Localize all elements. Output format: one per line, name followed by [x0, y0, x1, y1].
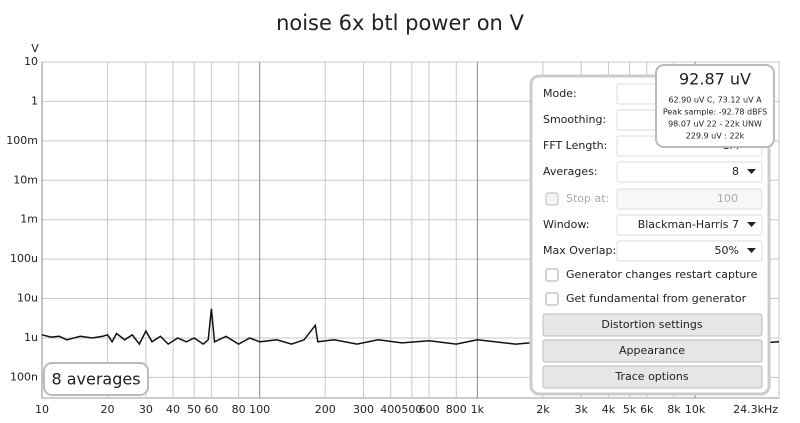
field-label: Stop at:: [566, 192, 609, 205]
checkbox-label: Generator changes restart capture: [566, 268, 758, 281]
x-tick-label: 800: [446, 403, 467, 416]
dropdown-arrow: [747, 169, 756, 174]
x-tick-label: 6k: [640, 403, 654, 416]
readout-line: 98.07 uV 22 - 22k UNW: [668, 120, 762, 129]
x-tick-label: 8k: [667, 403, 681, 416]
field-label: Max Overlap:: [543, 244, 616, 257]
x-tick-label: 300: [353, 403, 374, 416]
annotation: 8 averages: [51, 370, 140, 389]
y-tick-label: 10u: [17, 292, 38, 305]
dropdown-arrow: [747, 222, 756, 227]
x-tick-label: 24.3kHz: [733, 403, 778, 416]
y-tick-label: 1: [31, 94, 38, 107]
button[interactable]: [542, 339, 763, 363]
dropdown[interactable]: [616, 188, 763, 210]
x-tick-label: 5k: [623, 403, 637, 416]
x-tick-label: 500: [401, 403, 422, 416]
y-tick-label: 100u: [10, 252, 38, 265]
button-label: Appearance: [619, 344, 685, 357]
readout-main: 92.87 uV: [679, 70, 751, 89]
field-value: 8: [732, 165, 739, 178]
field-label: Mode:: [543, 87, 577, 100]
field-label: Averages:: [543, 165, 598, 178]
chart-title: noise 6x btl power on V: [276, 11, 524, 35]
y-axis-label: V: [31, 42, 39, 55]
x-tick-label: 100: [249, 403, 270, 416]
button[interactable]: [542, 365, 763, 389]
readout-line: 62.90 uV C, 73.12 uV A: [668, 96, 762, 105]
x-tick-label: 40: [166, 403, 180, 416]
x-tick-label: 50: [187, 403, 201, 416]
checkbox[interactable]: [545, 292, 559, 306]
y-tick-label: 10m: [13, 173, 38, 186]
field-value: Blackman-Harris 7: [638, 218, 739, 231]
y-tick-label: 1u: [24, 331, 38, 344]
annotation-box: [43, 362, 149, 396]
dropdown[interactable]: [616, 240, 763, 262]
field-label: Smoothing:: [543, 113, 606, 126]
y-tick-label: 100m: [6, 134, 38, 147]
readout-box: [655, 64, 775, 148]
x-tick-label: 10k: [685, 403, 706, 416]
y-tick-label: 10: [24, 55, 38, 68]
x-tick-label: 80: [232, 403, 246, 416]
checkbox[interactable]: [545, 192, 559, 206]
x-tick-label: 4k: [602, 403, 616, 416]
button-label: Trace options: [614, 370, 688, 383]
dropdown[interactable]: [616, 161, 763, 183]
field-value: 50%: [715, 244, 739, 257]
x-tick-label: 20: [101, 403, 115, 416]
x-tick-label: 400: [380, 403, 401, 416]
dropdown[interactable]: [616, 214, 763, 236]
field-label: Window:: [543, 218, 589, 231]
y-tick-label: 100n: [10, 370, 38, 383]
x-tick-label: 200: [315, 403, 336, 416]
x-tick-label: 1k: [471, 403, 485, 416]
readout-line: 229.9 uV : 22k: [686, 132, 745, 141]
x-tick-label: 2k: [536, 403, 550, 416]
button-label: Distortion settings: [601, 318, 703, 331]
dropdown-arrow: [747, 248, 756, 253]
checkbox[interactable]: [545, 268, 559, 282]
readout-line: Peak sample: -92.78 dBFS: [663, 108, 767, 117]
x-tick-label: 60: [204, 403, 218, 416]
button[interactable]: [542, 313, 763, 337]
trace: [41, 308, 780, 346]
x-tick-label: 3k: [575, 403, 589, 416]
field-value: 100: [717, 192, 738, 205]
x-tick-label: 600: [419, 403, 440, 416]
x-tick-label: 30: [139, 403, 153, 416]
x-tick-label: 10: [35, 403, 49, 416]
checkbox-label: Get fundamental from generator: [566, 292, 747, 305]
y-tick-label: 1m: [20, 213, 38, 226]
field-label: FFT Length:: [543, 139, 607, 152]
